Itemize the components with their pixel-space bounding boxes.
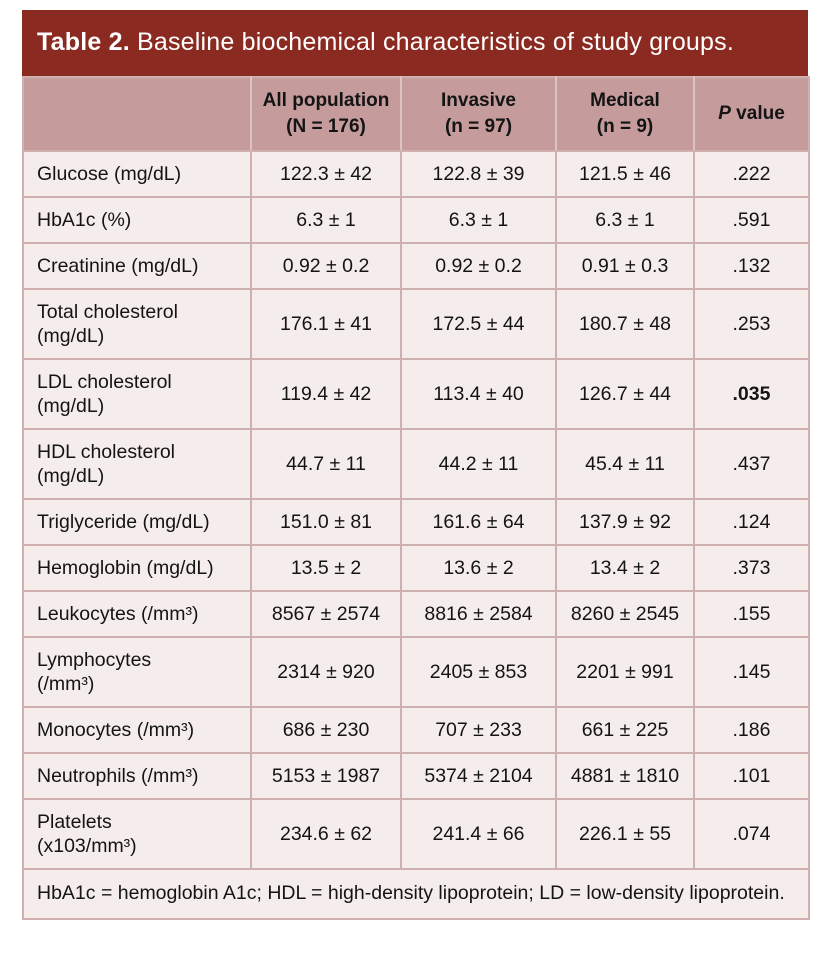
column-header-invasive: Invasive (n = 97)	[400, 77, 556, 152]
cell-p-value: .074	[693, 798, 810, 870]
table-row: Monocytes (/mm³) 686 ± 230 707 ± 233 661 ± …	[22, 706, 810, 754]
cell-invasive: 122.8 ± 39	[400, 150, 557, 198]
table-row: Leukocytes (/mm³) 8567 ± 2574 8816 ± 2584 8…	[22, 590, 810, 638]
cell-all-population: 2314 ± 920	[250, 636, 402, 708]
cell-all-population: 234.6 ± 62	[250, 798, 402, 870]
cell-invasive: 0.92 ± 0.2	[400, 242, 557, 290]
cell-medical: 45.4 ± 11	[555, 428, 695, 500]
table-row: HbA1c (%) 6.3 ± 1 6.3 ± 1 6.3 ± 1.591	[22, 196, 810, 244]
row-label: Platelets (x103/mm³)	[22, 798, 252, 870]
column-header-row: All population (N = 176) Invasive (n = 9…	[23, 77, 809, 152]
cell-medical: 121.5 ± 46	[555, 150, 695, 198]
column-header-all-population: All population (N = 176)	[250, 77, 401, 152]
p-value-symbol: P	[718, 103, 731, 124]
cell-invasive: 8816 ± 2584	[400, 590, 557, 638]
cell-all-population: 119.4 ± 42	[250, 358, 402, 430]
cell-all-population: 122.3 ± 42	[250, 150, 402, 198]
cell-medical: 126.7 ± 44	[555, 358, 695, 430]
cell-invasive: 113.4 ± 40	[400, 358, 557, 430]
biochemical-characteristics-table: All population (N = 176) Invasive (n = 9…	[22, 76, 810, 920]
cell-medical: 4881 ± 1810	[555, 752, 695, 800]
table-title-text: Baseline biochemical characteristics of …	[129, 28, 734, 56]
cell-p-value: .591	[693, 196, 810, 244]
table-2-container: Table 2. Baseline biochemical characteri…	[22, 10, 810, 920]
table-row: Hemoglobin (mg/dL) 13.5 ± 2 13.6 ± 2 13.4 ±…	[22, 544, 810, 592]
cell-p-value: .186	[693, 706, 810, 754]
row-label: Neutrophils (/mm³)	[22, 752, 252, 800]
cell-medical: 2201 ± 991	[555, 636, 695, 708]
row-label: HDL cholesterol (mg/dL)	[22, 428, 252, 500]
table-row: Creatinine (mg/dL) 0.92 ± 0.2 0.92 ± 0.2 0.…	[22, 242, 810, 290]
cell-invasive: 6.3 ± 1	[400, 196, 557, 244]
footnote: HbA1c = hemoglobin A1c; HDL = high-densi…	[22, 868, 810, 920]
row-label: Hemoglobin (mg/dL)	[22, 544, 252, 592]
column-header-empty	[23, 77, 251, 152]
cell-p-value: .124	[693, 498, 810, 546]
cell-all-population: 686 ± 230	[250, 706, 402, 754]
cell-medical: 661 ± 225	[555, 706, 695, 754]
table-row: Total cholesterol (mg/dL) 176.1 ± 41 172.5 …	[22, 288, 810, 360]
row-label: HbA1c (%)	[22, 196, 252, 244]
cell-invasive: 44.2 ± 11	[400, 428, 557, 500]
cell-all-population: 6.3 ± 1	[250, 196, 402, 244]
table-row: Neutrophils (/mm³) 5153 ± 1987 5374 ± 2104…	[22, 752, 810, 800]
footnote-row: HbA1c = hemoglobin A1c; HDL = high-densi…	[22, 868, 810, 920]
cell-p-value: .145	[693, 636, 810, 708]
cell-invasive: 241.4 ± 66	[400, 798, 557, 870]
cell-all-population: 13.5 ± 2	[250, 544, 402, 592]
row-label: Glucose (mg/dL)	[22, 150, 252, 198]
cell-medical: 180.7 ± 48	[555, 288, 695, 360]
row-label: Creatinine (mg/dL)	[22, 242, 252, 290]
table-row: LDL cholesterol (mg/dL) 119.4 ± 42 113.4 ± …	[22, 358, 810, 430]
cell-all-population: 8567 ± 2574	[250, 590, 402, 638]
table-number: Table 2.	[37, 28, 130, 56]
table-row: Glucose (mg/dL) 122.3 ± 42 122.8 ± 39 121.5…	[22, 150, 810, 198]
cell-invasive: 2405 ± 853	[400, 636, 557, 708]
cell-invasive: 161.6 ± 64	[400, 498, 557, 546]
cell-all-population: 176.1 ± 41	[250, 288, 402, 360]
cell-p-value: .437	[693, 428, 810, 500]
cell-p-value: .253	[693, 288, 810, 360]
cell-p-value: .373	[693, 544, 810, 592]
cell-p-value: .155	[693, 590, 810, 638]
cell-invasive: 172.5 ± 44	[400, 288, 557, 360]
row-label: LDL cholesterol (mg/dL)	[22, 358, 252, 430]
row-label: Total cholesterol (mg/dL)	[22, 288, 252, 360]
cell-medical: 6.3 ± 1	[555, 196, 695, 244]
cell-all-population: 0.92 ± 0.2	[250, 242, 402, 290]
column-header-p-value: P value	[693, 77, 809, 152]
table-row: Triglyceride (mg/dL) 151.0 ± 81 161.6 ± 64…	[22, 498, 810, 546]
cell-medical: 13.4 ± 2	[555, 544, 695, 592]
row-label: Leukocytes (/mm³)	[22, 590, 252, 638]
cell-p-value: .101	[693, 752, 810, 800]
cell-p-value: .222	[693, 150, 810, 198]
cell-all-population: 5153 ± 1987	[250, 752, 402, 800]
cell-invasive: 707 ± 233	[400, 706, 557, 754]
table-row: Lymphocytes (/mm³) 2314 ± 920 2405 ± 853 220…	[22, 636, 810, 708]
cell-p-value: .035	[693, 358, 810, 430]
row-label: Lymphocytes (/mm³)	[22, 636, 252, 708]
table-title-bar: Table 2. Baseline biochemical characteri…	[22, 10, 808, 76]
cell-invasive: 13.6 ± 2	[400, 544, 557, 592]
cell-medical: 226.1 ± 55	[555, 798, 695, 870]
cell-p-value: .132	[693, 242, 810, 290]
cell-medical: 0.91 ± 0.3	[555, 242, 695, 290]
cell-all-population: 44.7 ± 11	[250, 428, 402, 500]
table-row: Platelets (x103/mm³) 234.6 ± 62 241.4 ± 66 2…	[22, 798, 810, 870]
cell-invasive: 5374 ± 2104	[400, 752, 557, 800]
cell-all-population: 151.0 ± 81	[250, 498, 402, 546]
cell-medical: 137.9 ± 92	[555, 498, 695, 546]
row-label: Monocytes (/mm³)	[22, 706, 252, 754]
table-row: HDL cholesterol (mg/dL) 44.7 ± 11 44.2 ± 11…	[22, 428, 810, 500]
column-header-medical: Medical (n = 9)	[555, 77, 694, 152]
row-label: Triglyceride (mg/dL)	[22, 498, 252, 546]
cell-medical: 8260 ± 2545	[555, 590, 695, 638]
